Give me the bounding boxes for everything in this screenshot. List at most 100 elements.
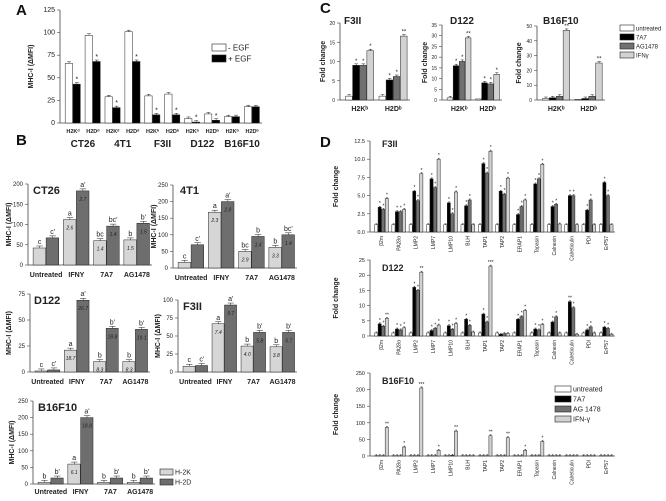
significance-letter: b' [257,323,262,330]
bar-inner-label: 8.3 [126,368,133,374]
bar [419,387,424,457]
y-tick-label: 150 [158,216,169,222]
significance-letter: bc [96,232,104,239]
x-tick-label: PA28α [396,460,402,475]
bar [519,316,524,337]
significance-star: * [469,194,471,200]
legend-swatch [554,415,572,423]
bar [384,427,389,457]
x-tick-label: H2Kᵇ [146,128,160,135]
y-axis-label: MHC-I (ΔMFI) [6,311,13,355]
legend-label: AG1478 [636,45,659,51]
x-tick-label: PA28α [396,236,402,251]
bar [471,224,476,233]
bar [547,332,551,337]
bar [419,173,424,233]
y-axis-label: MHC-I (ΔMFI) [28,45,35,89]
bar [240,345,254,373]
bar [50,477,64,485]
bar [574,99,582,101]
y-tick-label: 5 [434,87,437,93]
bar [478,224,482,233]
bar [505,177,510,233]
y-tick-label: 150 [18,432,29,438]
bar [164,93,173,124]
y-tick-label: 10 [526,83,532,89]
bar [359,65,367,101]
significance-star: * [400,324,402,330]
bar-inner-label: 1.4 [110,232,117,238]
y-tick-label: 12.5 [354,139,365,145]
bar [498,190,503,233]
bar [481,82,488,101]
y-tick-label: 30 [526,54,532,60]
bar [609,224,614,233]
x-tick-label: Untreated [35,489,68,496]
bar-inner-label: 1.4 [97,247,104,253]
significance-star: * [590,321,592,327]
bar [381,209,386,233]
bar-inner-label: 18.8 [108,334,118,340]
legend: H-2K H-2D [159,468,191,487]
significance-star: * [552,201,554,207]
x-tick-label: 7A7 [245,275,258,282]
bar [567,195,572,233]
y-tick-label: 7.5 [357,175,365,181]
bar [498,333,503,337]
x-tick-label: AG1478 [122,379,148,386]
bar [564,224,569,233]
significance-letter: a [69,341,73,348]
bar-inner-label: 19.1 [137,335,147,341]
significance-star: * [434,182,436,188]
chart-b-4t1: 0 50 100 150 200 250 4T1 MHC-I (ΔMFI) c c' Untreat… [151,183,297,282]
bar [124,31,133,124]
bar [398,329,403,337]
x-tick-label: AG1478 [269,275,295,282]
bar [402,446,406,457]
bar [540,164,545,233]
bar [467,199,472,233]
bar [595,62,603,101]
significance-letter: b [43,473,47,480]
significance-star: * [396,70,399,76]
y-tick-label: 50 [18,318,25,324]
significance-star: * [355,59,358,65]
significance-star: * [431,173,433,179]
x-tick-label: IFNY [68,272,84,279]
bar [485,172,489,233]
significance-star: * [455,318,457,324]
x-tick-label: H2Dᵇ [166,128,180,135]
y-tick-label: 50 [526,24,532,30]
x-tick-label: ERAP1 [517,340,523,357]
x-tick-label: H2Dᵈ [126,128,140,135]
group-label: B16F10 [224,139,260,150]
bar [244,106,252,124]
x-tick-label: H2Kᵇ [451,106,468,113]
bar [446,325,451,337]
y-tick-label: 200 [158,200,169,206]
bar [567,301,572,337]
y-tick-label: 30 [431,34,437,40]
bar [523,199,527,233]
bar [533,328,538,337]
significance-star: * [438,444,440,450]
x-tick-label: 7A7 [100,272,113,279]
significance-star: * [484,76,487,82]
significance-star: * [452,208,454,214]
y-tick-label: 20 [359,273,365,279]
group-label: F3II [154,139,171,150]
x-tick-label: IFNY [217,379,233,386]
chart-title: F3II [183,301,202,313]
x-tick-label: LMP10 [448,236,454,252]
bar [415,200,420,233]
significance-star: * [590,194,592,200]
bar [606,328,610,337]
bar [408,224,413,233]
x-tick-label: Calreticulin [569,460,575,485]
y-tick-label: 15 [329,40,335,46]
bar [516,319,520,337]
bar [606,195,610,233]
bar [493,74,500,101]
bar [139,477,153,485]
significance-star: * [604,321,606,327]
